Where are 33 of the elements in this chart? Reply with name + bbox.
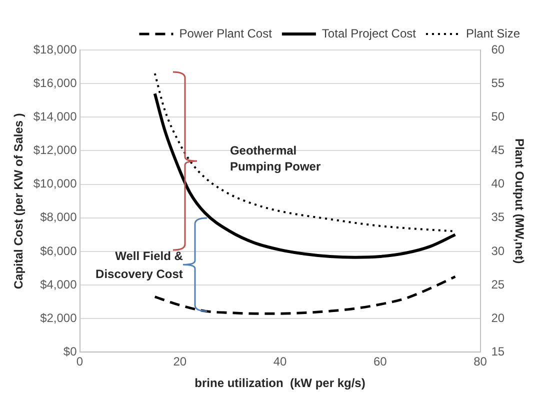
y2-axis-title: Plant Output (MW,net) [512, 138, 526, 264]
legend-label: Plant Size [466, 26, 520, 40]
y2-tick-label: 55 [491, 76, 505, 90]
y-tick-label: $14,000 [33, 109, 78, 124]
y2-tick-label: 30 [491, 244, 505, 258]
y2-tick-label: 35 [491, 210, 505, 224]
y-tick-label: $8,000 [40, 210, 78, 224]
y2-tick-label: 20 [491, 310, 505, 325]
y2-tick-label: 45 [491, 143, 505, 158]
annotation: Well Field & Discovery Cost [96, 248, 184, 281]
x-axis-title: brine utilization (kW per kg/s) [194, 376, 366, 390]
y2-tick-label: 25 [491, 277, 505, 292]
y2-tick-label: 15 [491, 344, 505, 359]
x-tick-label: 60 [373, 354, 388, 369]
y2-tick-label: 50 [491, 109, 505, 124]
legend-label: Total Project Cost [322, 26, 417, 40]
y-tick-label: $4,000 [40, 277, 78, 292]
y-tick-label: $10,000 [33, 176, 78, 191]
y2-tick-label: 60 [491, 42, 505, 56]
y-tick-label: $2,000 [40, 310, 78, 325]
y2-tick-label: 40 [491, 176, 505, 191]
annotation: Geothermal Pumping Power [230, 143, 321, 174]
y-tick-label: $0 [63, 344, 78, 359]
y-axis-title: Capital Cost (per KW of Sales ) [12, 113, 26, 290]
x-tick-label: 20 [173, 354, 187, 369]
y-tick-label: $12,000 [33, 143, 78, 158]
x-tick-label: 80 [474, 354, 488, 369]
y-tick-label: $16,000 [33, 76, 78, 90]
y-tick-label: $18,000 [33, 42, 78, 56]
x-tick-label: 0 [76, 354, 84, 369]
legend-label: Power Plant Cost [179, 26, 273, 40]
y-tick-label: $6,000 [40, 244, 78, 258]
x-tick-label: 40 [273, 354, 288, 369]
